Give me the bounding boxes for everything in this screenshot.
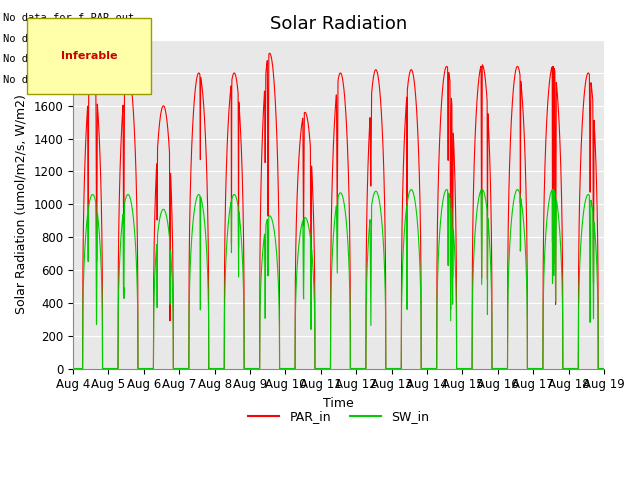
SW_in [133,274,141,279]
Title: Solar Radiation: Solar Radiation [270,15,407,33]
Text: No data for f_LW_out: No data for f_LW_out [3,74,128,85]
Y-axis label: Solar Radiation (umol/m2/s, W/m2): Solar Radiation (umol/m2/s, W/m2) [15,95,28,314]
PAR_in [102,366,110,372]
Text: No data for f_PAR_out: No data for f_PAR_out [3,12,134,23]
SW_in [479,188,487,193]
SW_in [234,204,242,209]
SW_in [436,224,444,230]
SW_in [407,187,415,192]
Text: No data for f_LW_in: No data for f_LW_in [3,53,122,64]
Text: No data for f_SW_out: No data for f_SW_out [3,33,128,44]
PAR_in [479,64,487,70]
SW_in [600,366,608,372]
SW_in [132,255,140,261]
PAR_in [234,90,242,96]
PAR_in [436,127,444,132]
X-axis label: Time: Time [323,397,354,410]
PAR_in [133,208,141,214]
Legend: PAR_in, SW_in: PAR_in, SW_in [243,405,434,428]
SW_in [69,366,77,372]
Text: Inferable: Inferable [61,51,117,61]
Line: PAR_in: PAR_in [73,53,604,369]
PAR_in [600,366,608,372]
Line: SW_in: SW_in [73,190,604,369]
SW_in [102,366,110,372]
PAR_in [132,176,140,182]
PAR_in [69,366,77,372]
PAR_in [266,50,273,56]
